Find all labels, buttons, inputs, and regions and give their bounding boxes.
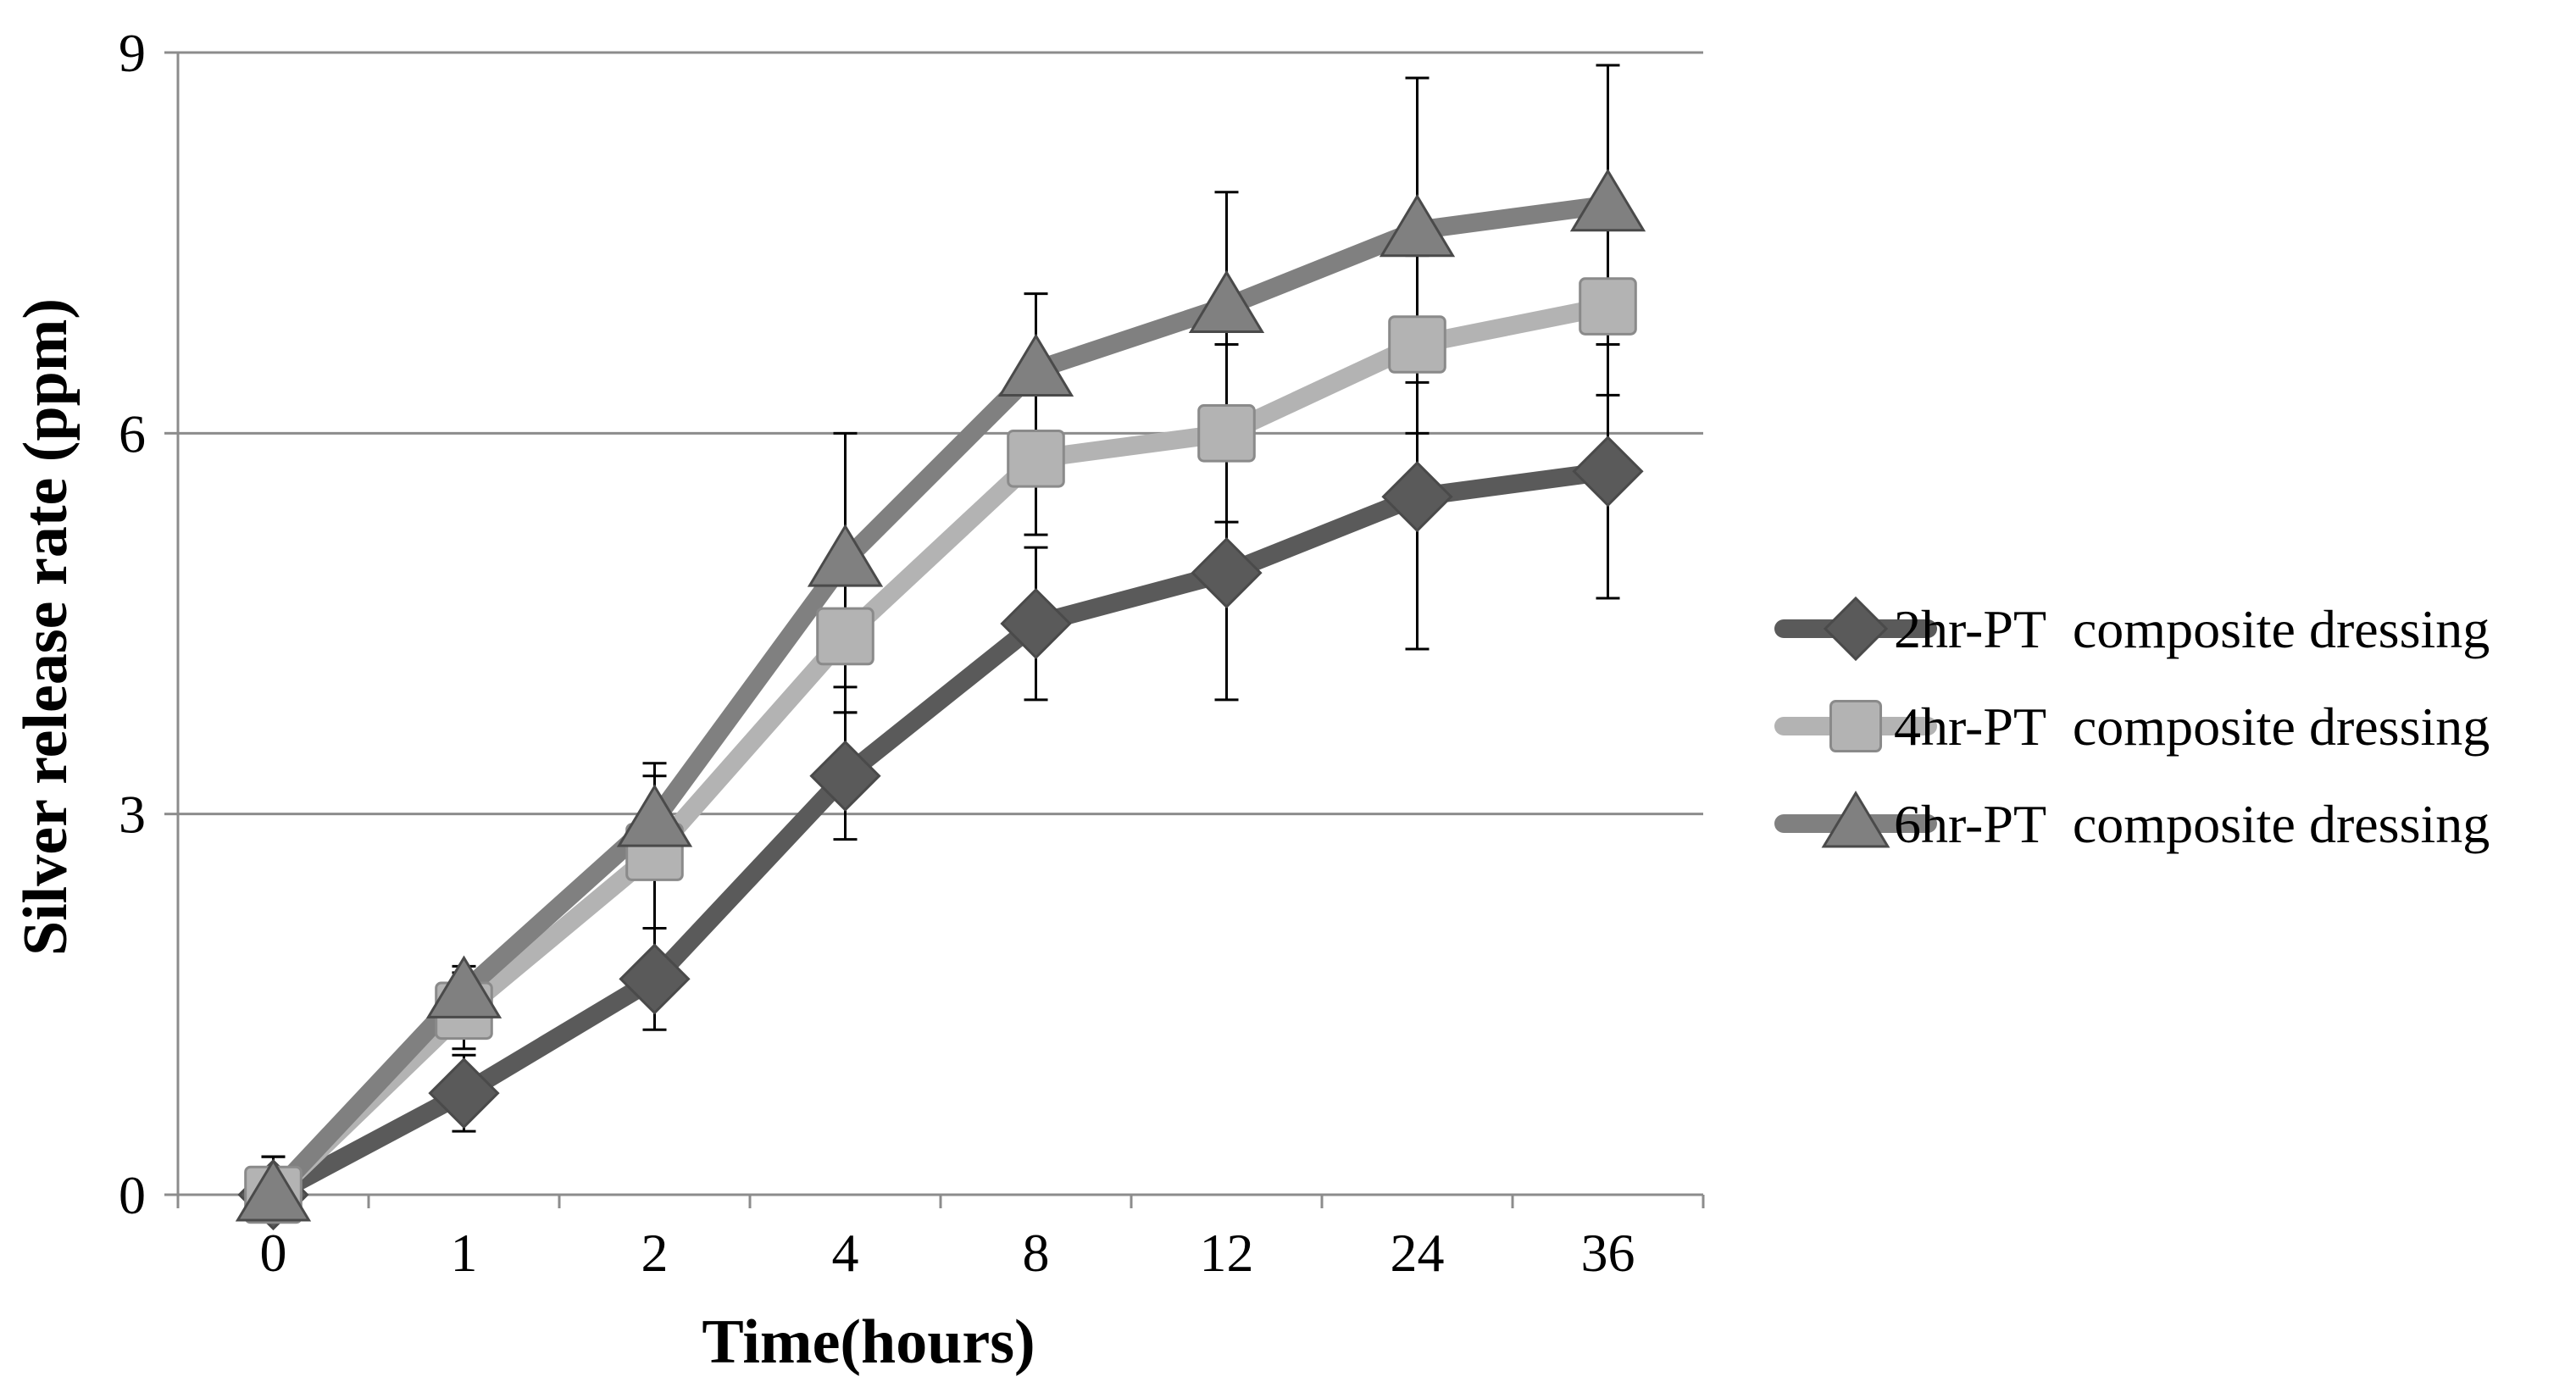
data-point-diamond	[619, 943, 691, 1015]
y-tick-labels: 0 3 6 9	[119, 23, 146, 1225]
legend-label: 4hr-PT composite dressing	[1894, 696, 2490, 757]
y-tick-label: 3	[119, 785, 146, 845]
legend-label: 6hr-PT composite dressing	[1894, 794, 2490, 854]
legend-marker-diamond	[1823, 596, 1889, 662]
data-point-triangle	[1569, 168, 1646, 232]
data-point-diamond	[1191, 536, 1263, 609]
legend-marker-square	[1829, 699, 1883, 753]
data-point-triangle	[425, 955, 502, 1018]
x-tick-label: 24	[1391, 1223, 1445, 1283]
legend-item: 2hr-PT composite dressing	[1774, 596, 2490, 662]
x-tick-label: 0	[260, 1223, 287, 1283]
x-tick-label: 36	[1581, 1223, 1635, 1283]
series-line-2	[264, 297, 1618, 1204]
data-point-diamond	[1381, 461, 1453, 533]
x-tick-label: 1	[451, 1223, 478, 1283]
data-point-triangle	[616, 784, 693, 847]
data-point-diamond	[1000, 587, 1072, 660]
data-point-triangle	[997, 333, 1074, 397]
y-tick-label: 9	[119, 23, 146, 83]
data-point-square	[1007, 429, 1065, 488]
series-markers	[235, 168, 1646, 1231]
legend: 2hr-PT composite dressing 4hr-PT composit…	[1774, 596, 2490, 854]
legend-marker-triangle	[1821, 791, 1890, 848]
data-point-triangle	[1379, 193, 1456, 258]
data-point-square	[1197, 404, 1256, 463]
axes	[164, 51, 1705, 1208]
data-point-square	[1579, 277, 1637, 336]
x-tick-label: 8	[1023, 1223, 1050, 1283]
y-tick-label: 6	[119, 403, 146, 463]
data-point-square	[816, 607, 874, 666]
series-line-3	[264, 195, 1618, 1204]
y-tick-label: 0	[119, 1165, 146, 1225]
series-line-1	[264, 462, 1618, 1204]
data-point-triangle	[807, 524, 884, 587]
data-point-diamond	[809, 740, 881, 812]
data-point-diamond	[1572, 436, 1644, 508]
legend-item: 6hr-PT composite dressing	[1774, 791, 2490, 854]
data-point-triangle	[235, 1158, 312, 1222]
legend-label: 2hr-PT composite dressing	[1894, 599, 2490, 659]
series-lines	[264, 195, 1618, 1204]
x-tick-label: 4	[832, 1223, 859, 1283]
y-axis-title: Silver release rate (ppm)	[11, 298, 80, 956]
data-point-triangle	[1188, 269, 1265, 334]
x-tick-label: 12	[1200, 1223, 1254, 1283]
data-point-diamond	[428, 1057, 500, 1129]
x-tick-labels: 0 1 2 4 8 12 24 36	[260, 1223, 1635, 1283]
legend-item: 4hr-PT composite dressing	[1774, 696, 2490, 757]
x-axis-title: Time(hours)	[702, 1307, 1035, 1377]
data-point-square	[1388, 315, 1446, 374]
x-tick-label: 2	[641, 1223, 669, 1283]
gridlines	[178, 51, 1703, 816]
